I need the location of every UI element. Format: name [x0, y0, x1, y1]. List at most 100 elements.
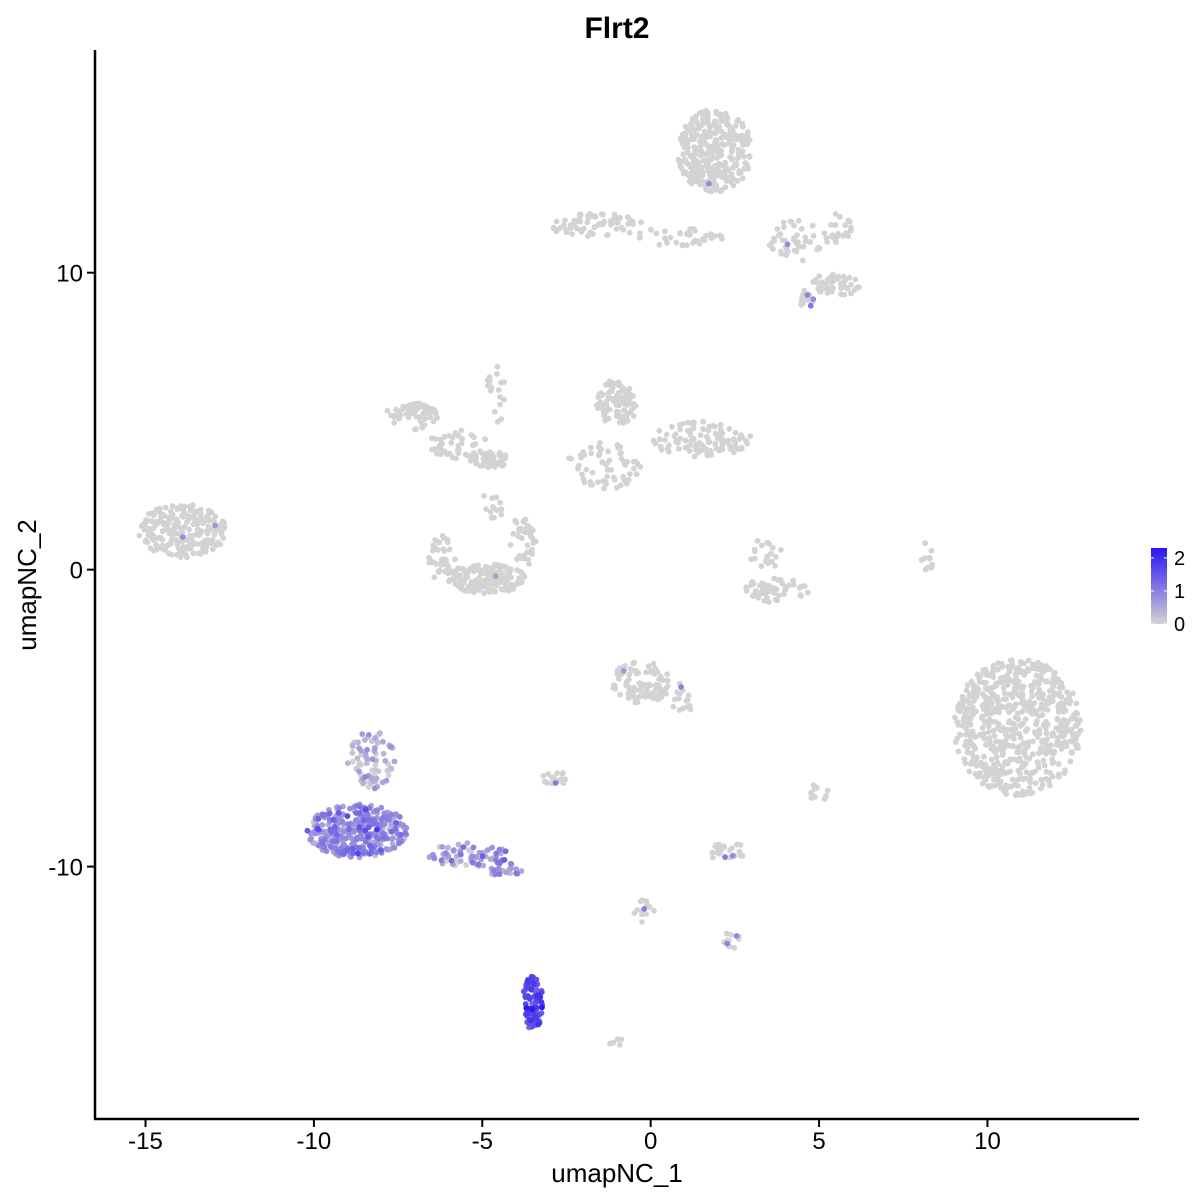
cell-point — [704, 115, 711, 121]
cell-point — [1066, 693, 1073, 699]
cell-point — [726, 140, 732, 147]
cell-point — [791, 222, 797, 229]
cell-point — [439, 844, 446, 850]
cell-point — [451, 847, 457, 854]
cell-point — [823, 793, 829, 799]
cell-point — [1007, 677, 1013, 683]
cell-point — [1044, 698, 1050, 705]
cell-point — [1012, 685, 1019, 692]
cell-point — [464, 574, 471, 581]
cell-point — [518, 868, 525, 874]
cell-point — [971, 698, 977, 704]
cell-point — [492, 461, 499, 468]
cell-point — [828, 222, 834, 228]
cell-point — [526, 560, 532, 567]
cell-point — [691, 144, 698, 151]
cell-point — [589, 469, 596, 476]
cell-point — [356, 810, 363, 816]
cell-point — [1041, 762, 1048, 769]
cell-point — [758, 590, 765, 597]
cell-point — [1077, 717, 1083, 724]
cell-point — [716, 447, 723, 454]
cell-point — [718, 128, 725, 135]
cell-point — [446, 432, 453, 439]
cell-point — [650, 660, 657, 667]
cell-point — [634, 670, 641, 677]
cell-point — [980, 704, 987, 710]
cell-point — [607, 382, 613, 388]
cell-point — [968, 714, 975, 720]
cell-point — [697, 432, 704, 439]
cell-point — [378, 804, 385, 811]
cell-point — [374, 807, 380, 814]
x-tick-label: 5 — [812, 1128, 825, 1155]
cell-point — [1011, 731, 1017, 737]
cell-point — [683, 137, 690, 144]
cell-point — [983, 741, 989, 748]
cell-point — [350, 840, 356, 847]
cell-point — [992, 766, 999, 772]
cell-point — [191, 516, 198, 523]
cell-point — [952, 714, 958, 721]
cell-point — [626, 676, 632, 683]
cell-point — [517, 568, 524, 575]
cell-point — [1012, 726, 1019, 732]
cell-point — [733, 160, 740, 167]
cell-point — [705, 427, 712, 434]
cell-point — [798, 300, 805, 307]
cell-point — [1047, 770, 1054, 776]
cell-point — [664, 683, 671, 690]
cell-point — [592, 213, 599, 220]
cell-point — [314, 826, 321, 832]
cell-point — [637, 680, 644, 687]
cell-point — [307, 836, 314, 843]
cell-point — [380, 814, 386, 821]
cell-point — [187, 532, 194, 539]
cell-point — [427, 407, 434, 414]
cell-point — [527, 533, 534, 539]
cell-point — [487, 387, 494, 394]
cell-point — [1058, 746, 1065, 752]
cell-point — [631, 465, 637, 472]
cell-point — [1051, 749, 1057, 756]
cell-point — [573, 225, 580, 232]
cell-point — [774, 226, 781, 232]
cell-point — [795, 217, 802, 224]
cell-point — [1031, 679, 1038, 685]
cell-point — [362, 806, 369, 813]
cell-point — [600, 478, 607, 484]
cell-point — [721, 117, 728, 124]
cell-point — [161, 547, 168, 553]
cell-point — [784, 241, 791, 248]
cell-point — [620, 473, 627, 480]
cell-point — [372, 762, 379, 768]
cell-point — [990, 674, 997, 681]
cell-point — [557, 225, 564, 231]
cell-point — [744, 141, 750, 148]
cell-point — [452, 556, 458, 563]
cell-point — [187, 505, 194, 512]
cell-point — [657, 443, 664, 450]
cell-point — [810, 233, 817, 239]
cell-point — [647, 682, 654, 689]
cell-point — [433, 560, 439, 567]
cell-point — [1008, 726, 1015, 733]
cell-point — [499, 462, 506, 469]
cell-point — [1043, 775, 1049, 782]
cell-point — [345, 821, 352, 827]
cell-point — [552, 780, 559, 786]
cell-point — [1002, 789, 1009, 795]
cell-point — [366, 842, 373, 849]
cell-point — [695, 125, 702, 132]
cell-point — [927, 555, 933, 562]
cell-point — [343, 835, 349, 842]
cell-point — [769, 544, 776, 551]
cell-point — [693, 178, 700, 185]
cell-point — [682, 169, 689, 175]
cell-point — [609, 220, 615, 227]
cell-point — [804, 589, 811, 596]
cell-point — [334, 832, 341, 838]
cell-point — [621, 663, 628, 670]
cell-point — [391, 414, 398, 420]
cell-point — [457, 858, 464, 864]
